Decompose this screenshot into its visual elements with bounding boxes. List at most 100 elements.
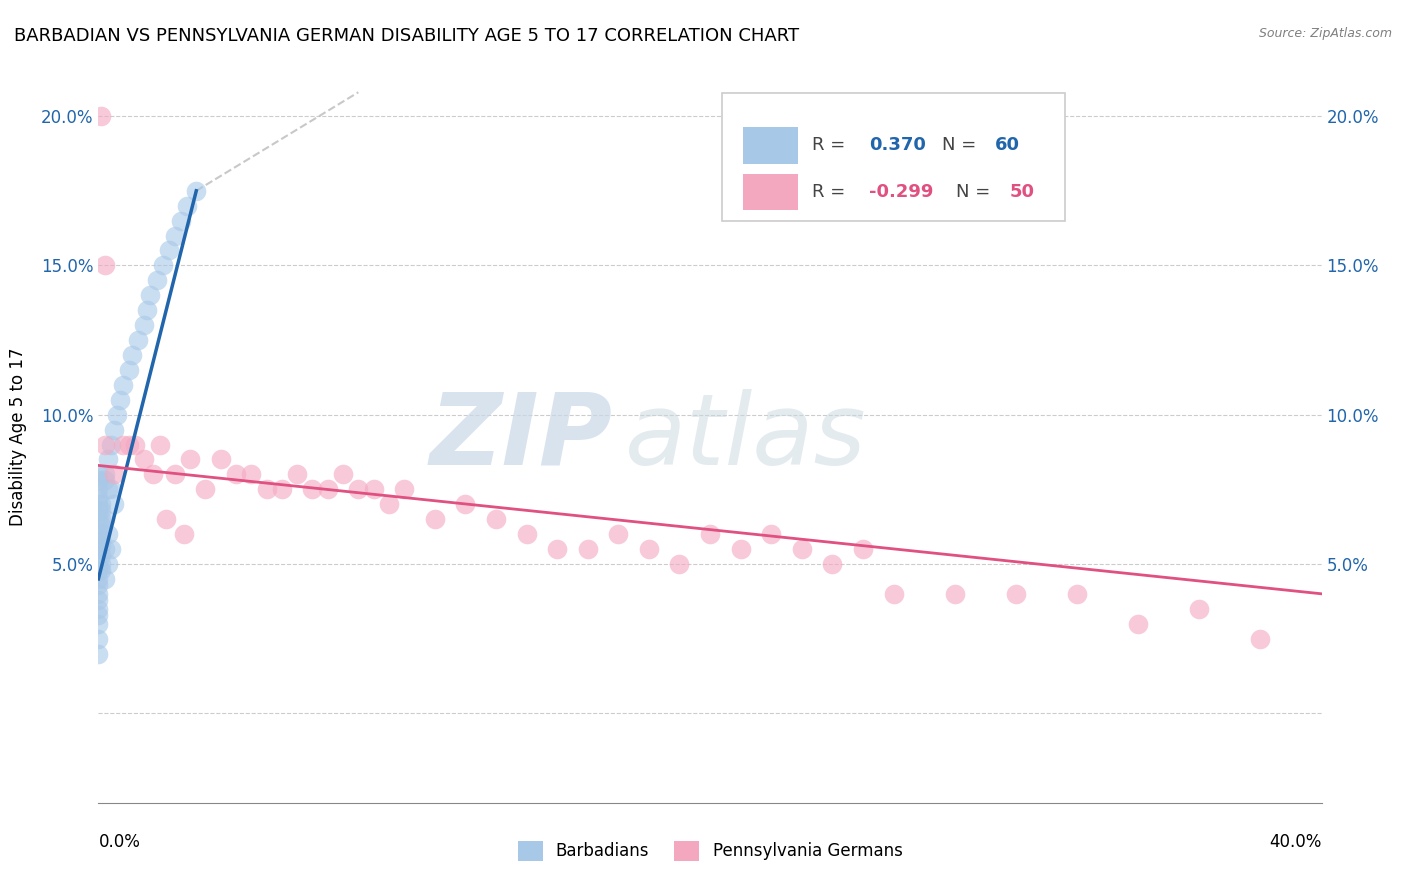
Text: N =: N = xyxy=(942,136,983,154)
Point xyxy=(576,542,599,557)
Point xyxy=(90,518,112,533)
Point xyxy=(194,483,217,497)
FancyBboxPatch shape xyxy=(723,94,1064,221)
Point xyxy=(87,542,110,557)
Point xyxy=(90,512,112,526)
Point xyxy=(485,512,508,526)
Point xyxy=(136,303,159,318)
Point xyxy=(1128,616,1150,631)
Point xyxy=(149,437,172,451)
Text: R =: R = xyxy=(811,183,851,201)
Point xyxy=(139,288,162,302)
Point xyxy=(145,273,167,287)
Point xyxy=(90,557,112,571)
Point xyxy=(87,578,110,592)
Point xyxy=(93,437,115,451)
Text: 50: 50 xyxy=(1010,183,1035,201)
Point xyxy=(90,539,112,553)
Point xyxy=(93,512,115,526)
Point xyxy=(285,467,308,482)
Point xyxy=(121,348,143,362)
Point xyxy=(118,437,141,451)
Point xyxy=(1188,601,1211,615)
Point xyxy=(87,512,110,526)
Point xyxy=(118,363,141,377)
Point xyxy=(821,557,844,571)
Point xyxy=(87,563,110,577)
Point xyxy=(90,548,112,562)
Point xyxy=(668,557,690,571)
Point xyxy=(87,527,110,541)
Point xyxy=(90,527,112,541)
Point xyxy=(347,483,370,497)
Point xyxy=(90,109,112,123)
Point xyxy=(105,408,128,422)
Point xyxy=(93,467,115,482)
Point xyxy=(1004,587,1026,601)
Point xyxy=(152,259,174,273)
Point xyxy=(176,199,198,213)
Point xyxy=(93,572,115,586)
Point xyxy=(90,533,112,547)
Point xyxy=(127,333,149,347)
Point xyxy=(157,244,180,258)
Point xyxy=(225,467,247,482)
Point xyxy=(97,557,120,571)
Point xyxy=(100,483,122,497)
Point xyxy=(111,377,134,392)
Point xyxy=(943,587,966,601)
Text: N =: N = xyxy=(956,183,995,201)
Point xyxy=(100,437,122,451)
Point xyxy=(134,318,156,332)
Point xyxy=(730,542,752,557)
Text: -0.299: -0.299 xyxy=(869,183,934,201)
Text: 0.370: 0.370 xyxy=(869,136,927,154)
Point xyxy=(87,483,110,497)
Legend: Barbadians, Pennsylvania Germans: Barbadians, Pennsylvania Germans xyxy=(510,834,910,868)
Point xyxy=(454,497,477,511)
Point xyxy=(852,542,875,557)
Point xyxy=(87,592,110,607)
Point xyxy=(90,503,112,517)
Point xyxy=(637,542,661,557)
Point xyxy=(142,467,165,482)
Point xyxy=(111,437,134,451)
Point xyxy=(759,527,782,541)
Point xyxy=(1066,587,1088,601)
Point xyxy=(256,483,278,497)
Point xyxy=(209,452,232,467)
Point xyxy=(90,563,112,577)
Point xyxy=(87,491,110,506)
Point xyxy=(173,527,195,541)
Point xyxy=(97,452,120,467)
Point xyxy=(134,452,156,467)
Point xyxy=(87,497,110,511)
Point xyxy=(97,483,120,497)
Point xyxy=(378,497,401,511)
Point xyxy=(103,423,125,437)
Point xyxy=(93,259,115,273)
Point xyxy=(87,632,110,646)
Point xyxy=(87,503,110,517)
Point xyxy=(87,607,110,622)
Point xyxy=(179,452,201,467)
Text: R =: R = xyxy=(811,136,851,154)
Point xyxy=(699,527,721,541)
Point xyxy=(87,616,110,631)
Point xyxy=(363,483,385,497)
Point xyxy=(163,467,186,482)
Point xyxy=(332,467,354,482)
Point xyxy=(87,557,110,571)
Text: 0.0%: 0.0% xyxy=(98,833,141,851)
Text: Source: ZipAtlas.com: Source: ZipAtlas.com xyxy=(1258,27,1392,40)
Point xyxy=(170,213,193,227)
Point xyxy=(87,601,110,615)
Text: 40.0%: 40.0% xyxy=(1270,833,1322,851)
Point xyxy=(316,483,339,497)
Point xyxy=(186,184,208,198)
Point xyxy=(87,647,110,661)
Point xyxy=(790,542,813,557)
Text: BARBADIAN VS PENNSYLVANIA GERMAN DISABILITY AGE 5 TO 17 CORRELATION CHART: BARBADIAN VS PENNSYLVANIA GERMAN DISABIL… xyxy=(14,27,799,45)
FancyBboxPatch shape xyxy=(742,127,799,163)
Point xyxy=(546,542,568,557)
